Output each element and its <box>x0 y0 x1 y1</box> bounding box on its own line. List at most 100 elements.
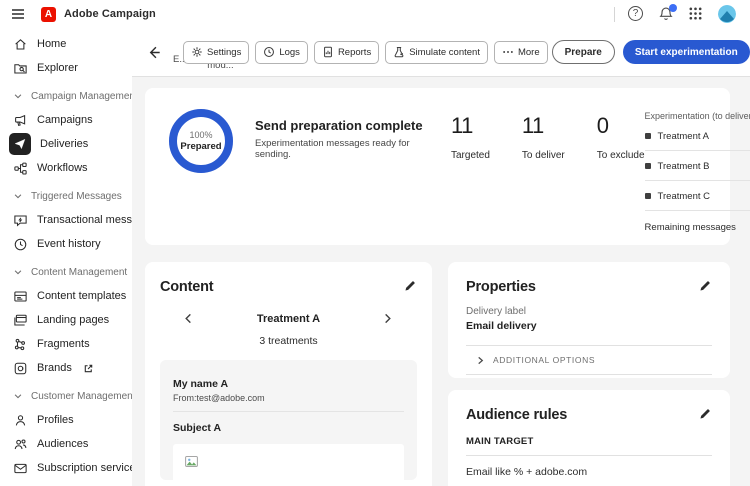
reports-button[interactable]: Reports <box>313 40 380 64</box>
main-area: Email delivery (DM2... E... Last mod... … <box>132 28 750 486</box>
chevron-right-icon[interactable] <box>381 312 395 326</box>
sidebar-item-deliveries[interactable]: Deliveries <box>0 132 132 156</box>
treatment-b-swatch <box>644 163 651 169</box>
additional-options-toggle[interactable]: ADDITIONAL OPTIONS <box>466 346 712 374</box>
mail-icon <box>12 460 28 476</box>
help-icon[interactable]: ? <box>628 5 645 23</box>
sidebar-item-brands[interactable]: Brands <box>0 356 132 380</box>
users-icon <box>12 436 28 452</box>
template-icon <box>12 288 28 304</box>
sidebar-section-content-management[interactable]: Content Management <box>0 260 132 284</box>
stat-to-exclude: 0 To exclude <box>596 113 645 161</box>
brand-icon <box>12 360 28 376</box>
edit-pencil-icon[interactable] <box>403 279 417 293</box>
stat-targeted: 11 Targeted <box>451 113 490 161</box>
sidebar-item-campaigns[interactable]: Campaigns <box>0 108 132 132</box>
more-button[interactable]: More <box>493 40 548 64</box>
treatment-carousel: Treatment A <box>160 312 417 326</box>
treatment-name: Treatment A <box>256 313 321 325</box>
back-arrow-icon[interactable] <box>146 44 163 61</box>
report-document-icon <box>322 46 334 58</box>
sender-email: From:test@adobe.com <box>173 393 404 412</box>
app-switcher-grid-icon[interactable] <box>688 6 705 23</box>
email-body-preview <box>173 444 404 486</box>
chevron-down-icon <box>13 267 23 277</box>
clock-icon <box>12 236 28 252</box>
audience-card-title: Audience rules <box>466 407 568 423</box>
topbar-divider <box>614 6 615 22</box>
workflow-icon <box>12 160 28 176</box>
divider <box>466 374 712 375</box>
sidebar-section-triggered-messages[interactable]: Triggered Messages <box>0 184 132 208</box>
sidebar-section-customer-management[interactable]: Customer Management <box>0 384 136 408</box>
sidebar-item-workflows[interactable]: Workflows <box>0 156 132 180</box>
delivery-stats: 11 Targeted 11 To deliver 0 To exclude <box>451 113 645 161</box>
sidebar-nav: Home Explorer Campaign Management Campai… <box>0 28 156 486</box>
external-link-icon <box>83 363 94 374</box>
content-card-header: Content <box>160 279 417 295</box>
sidebar-item-explorer[interactable]: Explorer <box>0 56 132 80</box>
sidebar-item-audiences[interactable]: Audiences <box>0 432 132 456</box>
properties-card-title: Properties <box>466 279 536 295</box>
header-actions: Settings Logs Reports Simulate content M… <box>183 40 548 64</box>
chevron-left-icon[interactable] <box>182 312 196 326</box>
prepare-button[interactable]: Prepare <box>551 40 615 64</box>
simulate-content-button[interactable]: Simulate content <box>385 40 488 64</box>
progress-percent: 100% <box>189 130 213 140</box>
email-subject: Subject A <box>173 422 222 434</box>
delivery-label-value: Email delivery <box>466 320 537 332</box>
sidebar-item-home[interactable]: Home <box>0 32 132 56</box>
edit-pencil-icon[interactable] <box>698 407 712 421</box>
treatments-count: 3 treatments <box>259 335 318 347</box>
sidebar-item-event-history[interactable]: Event history <box>0 232 132 256</box>
divider <box>466 345 712 346</box>
main-target-label: MAIN TARGET <box>466 436 534 447</box>
treatment-c-swatch <box>644 193 651 199</box>
send-icon <box>9 133 31 155</box>
start-experimentation-button[interactable]: Start experimentation <box>622 40 750 64</box>
content-card-title: Content <box>160 279 214 295</box>
menu-icon[interactable] <box>10 6 26 22</box>
folder-search-icon <box>12 60 28 76</box>
progress-label: Prepared <box>180 141 222 152</box>
sidebar-item-profiles[interactable]: Profiles <box>0 408 132 432</box>
app-title: Adobe Campaign <box>64 8 156 20</box>
chevron-down-icon <box>13 391 23 401</box>
audience-card-header: Audience rules <box>466 407 712 423</box>
sidebar-item-content-templates[interactable]: Content templates <box>0 284 132 308</box>
settings-button[interactable]: Settings <box>183 40 250 64</box>
top-bar: A Adobe Campaign ? <box>0 0 750 28</box>
sidebar-item-fragments[interactable]: Fragments <box>0 332 132 356</box>
properties-card: Properties Delivery label Email delivery… <box>448 262 730 378</box>
email-preview-panel: My name A From:test@adobe.com Subject A <box>160 360 417 486</box>
remaining-messages-row: Remaining messages 6 <box>644 221 736 233</box>
banner-title: Send preparation complete <box>255 118 423 133</box>
send-preparation-banner: 100% Prepared Send preparation complete … <box>145 88 750 245</box>
notifications-bell-icon[interactable] <box>658 3 677 23</box>
delivery-label-caption: Delivery label <box>466 306 527 317</box>
sender-name: My name A <box>173 378 229 390</box>
sidebar-item-subscription-services[interactable]: Subscription services <box>0 456 141 480</box>
broken-image-icon <box>185 455 404 468</box>
fragments-icon <box>12 336 28 352</box>
page-body: 100% Prepared Send preparation complete … <box>132 77 750 486</box>
chevron-right-icon <box>476 356 485 365</box>
treatment-row: Treatment B 1 <box>644 151 750 181</box>
sidebar-section-campaign-management[interactable]: Campaign Management <box>0 84 138 108</box>
megaphone-icon <box>12 112 28 128</box>
adobe-logo-icon: A <box>41 6 56 22</box>
user-avatar[interactable] <box>718 5 736 23</box>
sidebar-item-transactional-messages[interactable]: Transactional messages <box>0 208 156 232</box>
properties-card-header: Properties <box>466 279 712 295</box>
treatment-a-swatch <box>644 133 651 139</box>
content-card: Content Treatment A 3 treatments <box>145 262 432 486</box>
logs-button[interactable]: Logs <box>255 40 308 64</box>
treatment-row: Treatment A 1 <box>644 121 750 151</box>
sidebar-item-landing-pages[interactable]: Landing pages <box>0 308 132 332</box>
edit-pencil-icon[interactable] <box>698 279 712 293</box>
history-clock-icon <box>263 46 275 58</box>
prepared-progress-ring: 100% Prepared <box>169 109 233 173</box>
main-target-rule: Email like % + adobe.com <box>466 466 588 478</box>
experimentation-title: Experimentation (to deliver) <box>644 111 750 121</box>
